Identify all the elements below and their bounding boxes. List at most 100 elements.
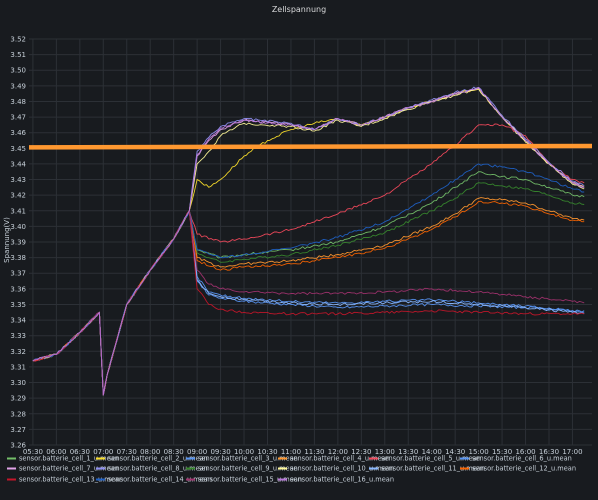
y-tick-label: 3.31 [10, 363, 26, 371]
legend-item[interactable]: sensor.batterie_cell_11_u.mean [369, 465, 485, 473]
y-tick-label: 3.35 [10, 301, 26, 309]
legend-swatch [369, 467, 378, 470]
legend-label: sensor.batterie_cell_4_u.mean [290, 455, 390, 463]
series-line-14 [32, 163, 585, 396]
x-tick-label: 10:30 [257, 448, 277, 456]
legend-item[interactable]: sensor.batterie_cell_10_u.mean [278, 465, 394, 473]
x-tick-label: 13:00 [375, 448, 395, 456]
x-tick-label: 08:00 [140, 448, 160, 456]
legend-swatch [460, 467, 469, 470]
x-tick-label: 13:30 [398, 448, 418, 456]
y-tick-label: 3.34 [10, 317, 26, 325]
legend-swatch [186, 467, 195, 470]
series-line-5 [32, 123, 585, 396]
legend-label: sensor.batterie_cell_15_u.mean [198, 476, 302, 484]
y-tick-label: 3.38 [10, 254, 26, 262]
y-tick-label: 3.30 [10, 379, 26, 387]
legend-item[interactable]: sensor.batterie_cell_7_u.mean [7, 465, 119, 473]
legend-item[interactable]: sensor.batterie_cell_9_u.mean [186, 465, 298, 473]
x-tick-label: 17:00 [562, 448, 582, 456]
y-tick-label: 3.37 [10, 270, 26, 278]
legend-item[interactable]: sensor.batterie_cell_8_u.mean [96, 465, 208, 473]
x-tick-label: 12:30 [351, 448, 371, 456]
x-tick-label: 07:30 [117, 448, 137, 456]
legend: sensor.batterie_cell_1_u.meansensor.batt… [7, 455, 576, 484]
series-line-7 [32, 86, 585, 396]
x-tick-label: 10:00 [234, 448, 254, 456]
legend-label: sensor.batterie_cell_14_u.mean [108, 476, 212, 484]
legend-label: sensor.batterie_cell_16_u.mean [290, 476, 394, 484]
grid [29, 38, 592, 446]
y-tick-label: 3.45 [10, 145, 26, 153]
series-line-4 [32, 197, 585, 396]
legend-label: sensor.batterie_cell_5_u.mean [381, 455, 481, 463]
legend-label: sensor.batterie_cell_11_u.mean [381, 465, 485, 473]
y-tick-label: 3.29 [10, 395, 26, 403]
series-line-1 [32, 171, 585, 396]
x-tick-label: 05:30 [23, 448, 43, 456]
y-tick-label: 3.26 [10, 442, 26, 450]
x-tick-label: 15:00 [469, 448, 489, 456]
y-tick-label: 3.48 [10, 98, 26, 106]
y-axis-ticks: 3.26 3.27 3.28 3.29 3.30 3.31 3.32 3.33 3.34 3.35… [10, 36, 26, 450]
y-axis-label: Spannung(V) [3, 217, 11, 263]
series-line-8 [32, 86, 585, 396]
x-tick-label: 11:30 [304, 448, 324, 456]
x-tick-label: 16:00 [515, 448, 535, 456]
legend-swatch [186, 457, 195, 460]
x-tick-label: 06:00 [46, 448, 66, 456]
legend-item[interactable]: sensor.batterie_cell_2_u.mean [96, 455, 208, 463]
reference-line-layer [28, 143, 593, 150]
legend-item[interactable]: sensor.batterie_cell_1_u.mean [7, 455, 119, 463]
x-tick-label: 09:30 [210, 448, 230, 456]
y-tick-label: 3.36 [10, 285, 26, 293]
legend-item[interactable]: sensor.batterie_cell_5_u.mean [369, 455, 481, 463]
y-tick-label: 3.32 [10, 348, 26, 356]
x-tick-label: 16:30 [539, 448, 559, 456]
chart-title: Zellspannung [272, 5, 326, 14]
legend-label: sensor.batterie_cell_7_u.mean [19, 465, 119, 473]
y-tick-label: 3.44 [10, 160, 26, 168]
x-axis-ticks: 05:30 06:00 06:30 07:00 07:30 08:00 08:30 09:00… [23, 448, 583, 456]
x-tick-label: 07:00 [93, 448, 113, 456]
legend-swatch [278, 467, 287, 470]
legend-swatch [186, 478, 195, 481]
x-tick-label: 08:30 [164, 448, 184, 456]
y-tick-label: 3.47 [10, 114, 26, 122]
x-tick-label: 14:30 [445, 448, 465, 456]
legend-swatch [7, 478, 16, 481]
legend-swatch [278, 457, 287, 460]
series-line-12 [32, 200, 585, 396]
x-tick-label: 14:00 [422, 448, 442, 456]
legend-label: sensor.batterie_cell_1_u.mean [19, 455, 119, 463]
x-tick-label: 12:00 [328, 448, 348, 456]
legend-item[interactable]: sensor.batterie_cell_12_u.mean [460, 465, 576, 473]
legend-item[interactable]: sensor.batterie_cell_14_u.mean [96, 476, 212, 484]
legend-swatch [278, 478, 287, 481]
legend-label: sensor.batterie_cell_3_u.mean [198, 455, 298, 463]
legend-label: sensor.batterie_cell_2_u.mean [108, 455, 208, 463]
y-tick-label: 3.46 [10, 129, 26, 137]
y-tick-label: 3.49 [10, 82, 26, 90]
legend-label: sensor.batterie_cell_13_u.mean [19, 476, 123, 484]
legend-label: sensor.batterie_cell_9_u.mean [198, 465, 298, 473]
legend-label: sensor.batterie_cell_12_u.mean [472, 465, 576, 473]
legend-swatch [96, 457, 105, 460]
y-tick-label: 3.40 [10, 223, 26, 231]
y-tick-label: 3.39 [10, 239, 26, 247]
legend-item[interactable]: sensor.batterie_cell_4_u.mean [278, 455, 390, 463]
legend-swatch [369, 457, 378, 460]
y-tick-label: 3.33 [10, 332, 26, 340]
legend-label: sensor.batterie_cell_6_u.mean [472, 455, 572, 463]
legend-item[interactable]: sensor.batterie_cell_3_u.mean [186, 455, 298, 463]
y-tick-label: 3.42 [10, 192, 26, 200]
legend-item[interactable]: sensor.batterie_cell_16_u.mean [278, 476, 394, 484]
reference-line [28, 143, 593, 150]
legend-swatch [7, 467, 16, 470]
legend-item[interactable]: sensor.batterie_cell_6_u.mean [460, 455, 572, 463]
legend-item[interactable]: sensor.batterie_cell_15_u.mean [186, 476, 302, 484]
y-tick-label: 3.27 [10, 426, 26, 434]
legend-item[interactable]: sensor.batterie_cell_13_u.mean [7, 476, 123, 484]
